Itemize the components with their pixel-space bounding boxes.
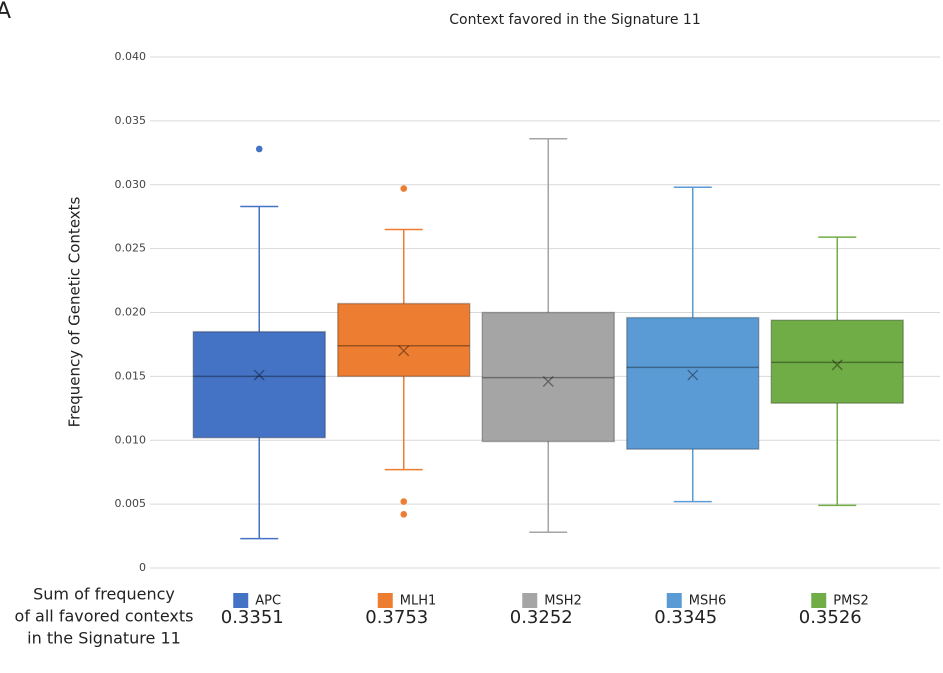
sum-label: in the Signature 11 <box>27 629 181 648</box>
y-tick-label: 0.030 <box>115 178 147 191</box>
outlier <box>400 185 408 192</box>
sum-value: 0.3351 <box>221 607 284 628</box>
mean-marker <box>398 345 410 357</box>
legend-label: MLH1 <box>400 594 437 609</box>
box <box>337 302 471 378</box>
box <box>192 330 326 439</box>
sum-value: 0.3753 <box>365 607 428 628</box>
sum-label: Sum of frequency <box>33 585 175 604</box>
box <box>626 316 760 450</box>
legend-swatch <box>522 593 538 608</box>
legend-label: MSH6 <box>689 594 727 609</box>
y-tick-label: 0.010 <box>115 433 147 446</box>
sum-value: 0.3252 <box>510 607 573 628</box>
box <box>770 319 904 404</box>
outlier <box>400 498 408 505</box>
y-tick-label: 0.015 <box>115 369 147 382</box>
chart-title: Context favored in the Signature 11 <box>449 12 701 28</box>
legend-swatch <box>666 593 682 608</box>
legend-label: MSH2 <box>544 594 582 609</box>
mean-marker <box>542 376 554 387</box>
sum-value: 0.3526 <box>799 607 862 628</box>
box <box>481 311 615 443</box>
y-axis-label: Frequency of Genetic Contexts <box>66 196 84 427</box>
mean-marker <box>687 369 699 381</box>
outlier <box>400 511 408 518</box>
legend-swatch <box>233 593 249 608</box>
y-tick-label: 0 <box>139 561 146 574</box>
y-tick-label: 0.025 <box>115 242 147 255</box>
y-tick-label: 0.005 <box>115 497 147 510</box>
panel-label: A <box>0 0 11 24</box>
legend-swatch <box>377 593 393 608</box>
mean-marker <box>831 359 843 371</box>
y-tick-label: 0.040 <box>115 50 147 63</box>
sum-value: 0.3345 <box>654 607 717 628</box>
sum-label: of all favored contexts <box>15 607 194 626</box>
y-tick-label: 0.035 <box>115 114 147 127</box>
outlier <box>255 145 263 153</box>
legend-label: APC <box>255 594 281 609</box>
legend-swatch <box>811 593 827 608</box>
mean-marker <box>253 369 265 381</box>
y-tick-label: 0.020 <box>115 306 147 319</box>
legend-label: PMS2 <box>833 594 869 609</box>
